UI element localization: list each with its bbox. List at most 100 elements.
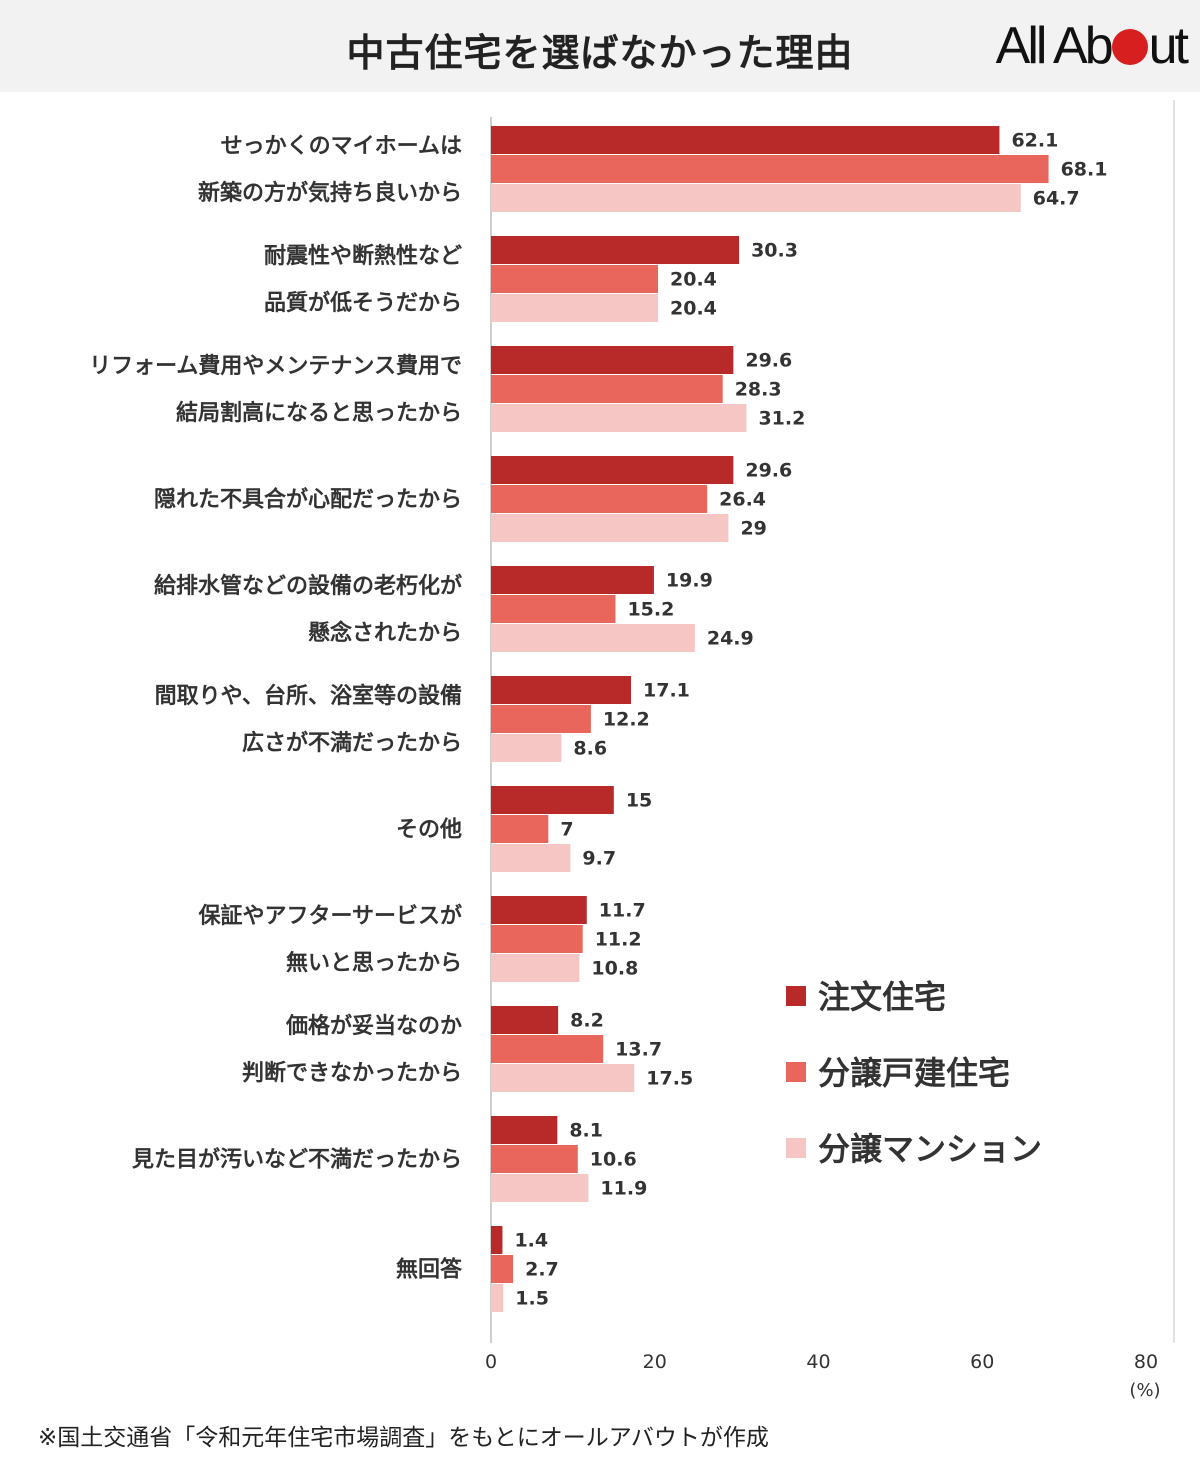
category-label: 無いと思ったから bbox=[286, 950, 462, 976]
header-bar bbox=[0, 0, 1200, 92]
bar bbox=[491, 1116, 558, 1144]
x-tick-label: 20 bbox=[643, 1351, 667, 1373]
data-label: 8.1 bbox=[569, 1120, 603, 1142]
bar bbox=[491, 456, 734, 484]
logo-text-right: ut bbox=[1148, 17, 1189, 75]
data-label: 29.6 bbox=[745, 460, 792, 482]
page-title: 中古住宅を選ばなかった理由 bbox=[346, 31, 854, 75]
data-label: 29 bbox=[740, 518, 766, 540]
data-label: 30.3 bbox=[751, 240, 798, 262]
category-label: 判断できなかったから bbox=[242, 1060, 462, 1086]
bar bbox=[491, 954, 580, 982]
bar bbox=[491, 236, 740, 264]
data-label: 29.6 bbox=[745, 350, 792, 372]
bar bbox=[491, 676, 632, 704]
bar bbox=[491, 184, 1021, 212]
category-label: 隠れた不具合が心配だったから bbox=[154, 487, 462, 513]
data-label: 17.5 bbox=[646, 1068, 693, 1090]
legend-swatch bbox=[786, 1138, 806, 1158]
category-label: 懸念されたから bbox=[308, 620, 462, 646]
legend-label: 分譲戸建住宅 bbox=[818, 1054, 1010, 1092]
bar bbox=[491, 265, 659, 293]
logo-dot-icon bbox=[1111, 29, 1148, 65]
data-label: 31.2 bbox=[758, 408, 805, 430]
bar bbox=[491, 375, 723, 403]
bar bbox=[491, 566, 654, 594]
category-label: 新築の方が気持ち良いから bbox=[198, 180, 462, 206]
category-label: 給排水管などの設備の老朽化が bbox=[154, 573, 462, 599]
bar bbox=[491, 155, 1049, 183]
bar bbox=[491, 844, 571, 872]
bar bbox=[491, 595, 616, 623]
legend-label: 注文住宅 bbox=[818, 978, 946, 1016]
legend-label: 分譲マンション bbox=[818, 1130, 1042, 1168]
data-label: 11.7 bbox=[599, 900, 646, 922]
category-label: 広さが不満だったから bbox=[242, 730, 462, 756]
x-tick-label: 60 bbox=[970, 1351, 994, 1373]
category-label: 結局割高になると思ったから bbox=[176, 400, 462, 426]
legend-swatch bbox=[786, 1062, 806, 1082]
data-label: 10.8 bbox=[591, 958, 638, 980]
data-label: 64.7 bbox=[1033, 188, 1080, 210]
data-label: 62.1 bbox=[1011, 130, 1058, 152]
category-label: 品質が低そうだから bbox=[264, 290, 462, 316]
data-label: 1.4 bbox=[514, 1230, 548, 1252]
data-label: 68.1 bbox=[1061, 159, 1108, 181]
category-label: 耐震性や断熱性など bbox=[264, 243, 462, 269]
data-label: 15 bbox=[626, 790, 652, 812]
bar bbox=[491, 925, 583, 953]
category-label: 無回答 bbox=[396, 1257, 463, 1283]
bar bbox=[491, 1064, 635, 1092]
data-label: 26.4 bbox=[719, 489, 766, 511]
category-label: 価格が妥当なのか bbox=[285, 1013, 462, 1039]
bar bbox=[491, 896, 587, 924]
data-label: 13.7 bbox=[615, 1039, 662, 1061]
bar bbox=[491, 1284, 504, 1312]
allabout-logo: All Ab ut bbox=[995, 16, 1189, 76]
data-label: 8.2 bbox=[570, 1010, 604, 1032]
category-label: せっかくのマイホームは bbox=[221, 134, 462, 159]
category-label: 見た目が汚いなど不満だったから bbox=[132, 1147, 462, 1173]
data-label: 8.6 bbox=[573, 738, 607, 760]
category-label: リフォーム費用やメンテナンス費用で bbox=[89, 354, 462, 379]
data-label: 19.9 bbox=[666, 570, 713, 592]
bar bbox=[491, 126, 1000, 154]
x-tick-label: 40 bbox=[806, 1351, 830, 1373]
logo-text-left: All Ab bbox=[995, 17, 1114, 75]
bar bbox=[491, 514, 729, 542]
data-label: 1.5 bbox=[515, 1288, 549, 1310]
data-label: 20.4 bbox=[670, 298, 717, 320]
category-label: 間取りや、台所、浴室等の設備 bbox=[155, 683, 462, 709]
data-label: 2.7 bbox=[525, 1259, 559, 1281]
bar bbox=[491, 624, 695, 652]
data-label: 17.1 bbox=[643, 680, 690, 702]
data-label: 7 bbox=[560, 819, 573, 841]
data-label: 15.2 bbox=[627, 599, 674, 621]
data-label: 24.9 bbox=[707, 628, 754, 650]
footnote: ※国土交通省「令和元年住宅市場調査」をもとにオールアバウトが作成 bbox=[38, 1425, 769, 1451]
x-tick-label: 0 bbox=[485, 1351, 497, 1373]
legend-swatch bbox=[786, 986, 806, 1006]
bar bbox=[491, 346, 734, 374]
bar bbox=[491, 404, 747, 432]
data-label: 28.3 bbox=[735, 379, 782, 401]
bar bbox=[491, 1145, 578, 1173]
bar bbox=[491, 815, 549, 843]
data-label: 20.4 bbox=[670, 269, 717, 291]
bar bbox=[491, 705, 591, 733]
bar bbox=[491, 1226, 503, 1254]
data-label: 12.2 bbox=[603, 709, 650, 731]
data-label: 10.6 bbox=[590, 1149, 637, 1171]
bar bbox=[491, 786, 614, 814]
data-label: 11.9 bbox=[600, 1178, 647, 1200]
bar bbox=[491, 734, 562, 762]
data-label: 9.7 bbox=[582, 848, 616, 870]
bar bbox=[491, 485, 708, 513]
bar bbox=[491, 1255, 514, 1283]
bar bbox=[491, 1174, 589, 1202]
bar bbox=[491, 294, 659, 322]
x-tick-label: 80 bbox=[1134, 1351, 1158, 1373]
bar bbox=[491, 1006, 559, 1034]
category-label: 保証やアフターサービスが bbox=[197, 903, 462, 929]
